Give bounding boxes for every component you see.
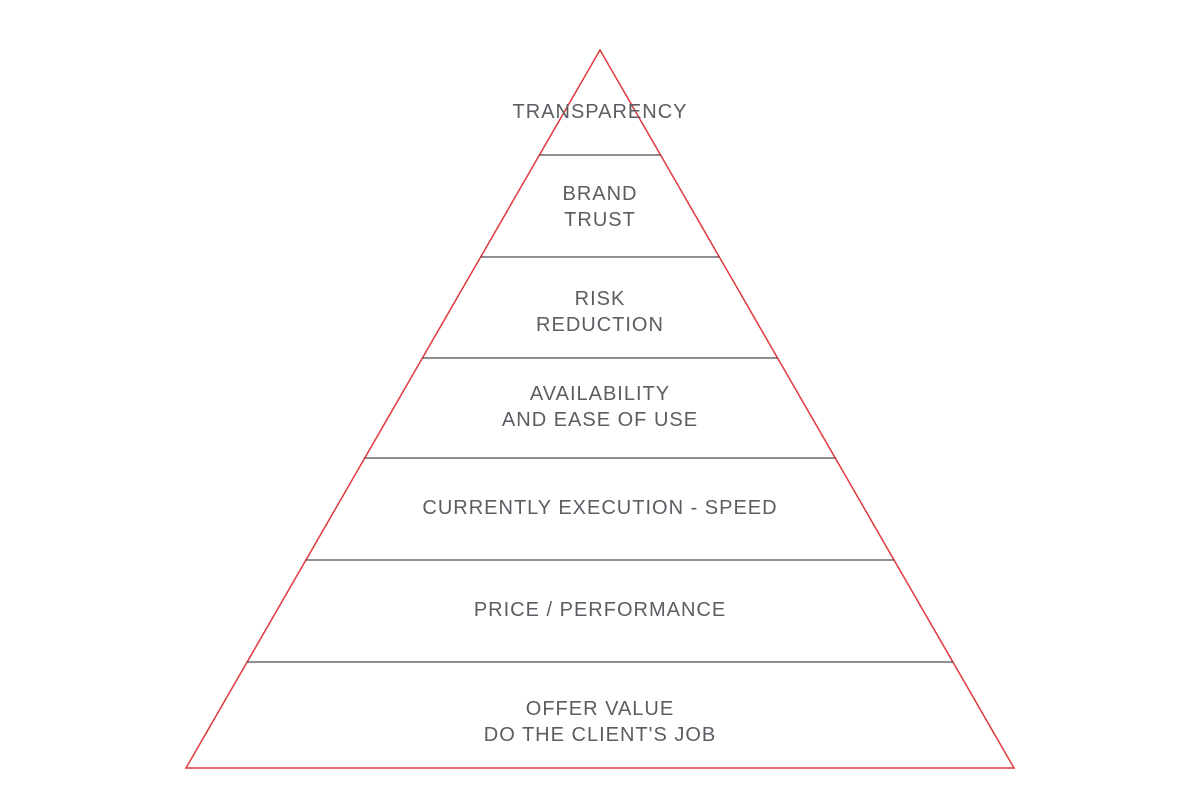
label-line: TRUST (564, 209, 636, 231)
label-line: CURRENTLY EXECUTION - SPEED (422, 497, 778, 519)
label-line: REDUCTION (536, 314, 664, 336)
pyramid-level-label: OFFER VALUE DO THE CLIENT'S JOB (300, 696, 900, 748)
pyramid-level-label: CURRENTLY EXECUTION - SPEED (300, 495, 900, 521)
label-line: RISK (574, 288, 626, 310)
label-line: OFFER VALUE (525, 698, 675, 720)
pyramid-level-label: BRAND TRUST (300, 181, 900, 233)
pyramid-outline (184, 48, 1016, 769)
pyramid-level-label: AVAILABILITY AND EASE OF USE (300, 381, 900, 433)
label-line: BRAND (562, 183, 638, 205)
pyramid-level-label: RISK REDUCTION (300, 286, 900, 338)
label-line: PRICE / PERFORMANCE (473, 599, 727, 621)
label-line: DO THE CLIENT'S JOB (483, 724, 717, 746)
label-line: AND EASE OF USE (501, 409, 699, 431)
label-line: AVAILABILITY (529, 383, 671, 405)
pyramid-level-label: TRANSPARENCY (300, 99, 900, 125)
pyramid-level-label: PRICE / PERFORMANCE (300, 597, 900, 623)
label-line: TRANSPARENCY (512, 101, 688, 123)
